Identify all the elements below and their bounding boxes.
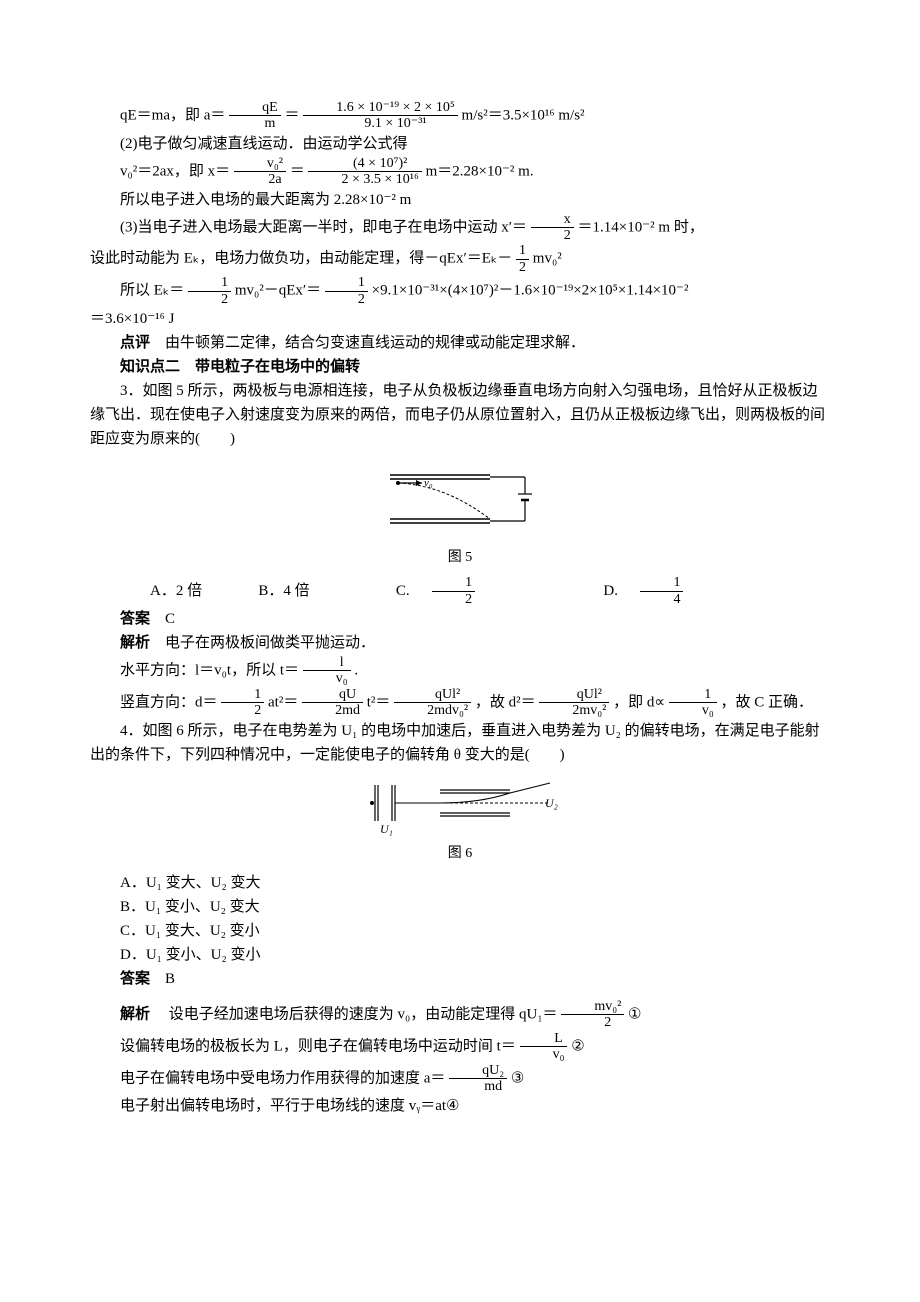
solution-block: qE＝ma，即 a＝ qEm ＝ 1.6 × 10⁻¹⁹ × 2 × 10⁵9.… bbox=[90, 100, 830, 355]
text: mv₀² bbox=[533, 251, 562, 267]
text: ＝ bbox=[284, 107, 299, 123]
text-line: ＝3.6×10⁻¹⁶ J bbox=[90, 307, 830, 331]
q3-explanation-3: 竖直方向：d＝ 12 at²＝ qU2md t²＝ qUl²2mdv₀² ，故 … bbox=[90, 687, 830, 719]
q4-explanation-3: 电子在偏转电场中受电场力作用获得的加速度 a＝ qU₂md ③ bbox=[90, 1063, 830, 1095]
fraction: qUl²2mdv₀² bbox=[394, 687, 471, 719]
text: at²＝ bbox=[268, 694, 298, 710]
question-3: 3．如图 5 所示，两极板与电源相连接，电子从负极板边缘垂直电场方向射入匀强电场… bbox=[90, 379, 830, 719]
eq-line-3: v₀²＝2ax，即 x＝ v₀²2a ＝ (4 × 10⁷)²2 × 3.5 ×… bbox=[90, 156, 830, 188]
text: 所以 Eₖ＝ bbox=[120, 282, 184, 298]
question-4: 4．如图 6 所示，电子在电势差为 U₁ 的电场中加速后，垂直进入电势差为 U₂… bbox=[90, 719, 830, 1119]
text: . bbox=[354, 662, 358, 678]
answer-label: 答案 bbox=[120, 611, 150, 627]
text: ，故 C 正确． bbox=[720, 694, 813, 710]
text: v₀²＝2ax，即 x＝ bbox=[120, 163, 230, 179]
text: ，故 d²＝ bbox=[475, 694, 536, 710]
fraction: 12 bbox=[325, 275, 368, 307]
eq-line-7: 所以 Eₖ＝ 12 mv₀²－qEx′＝ 12 ×9.1×10⁻³¹×(4×10… bbox=[90, 275, 830, 307]
option-a: A．2 倍 bbox=[120, 579, 202, 603]
fraction: Lv₀ bbox=[520, 1031, 568, 1063]
option-c: C．U₁ 变大、U₂ 变小 bbox=[90, 919, 830, 943]
explanation-label: 解析 bbox=[120, 1006, 150, 1022]
text-line: (2)电子做匀减速直线运动．由运动学公式得 bbox=[90, 132, 830, 156]
fraction: qU2md bbox=[302, 687, 363, 719]
q4-answer: 答案 B bbox=[90, 967, 830, 991]
text: m/s²＝3.5×10¹⁶ m/s² bbox=[462, 107, 585, 123]
text: ③ bbox=[511, 1070, 524, 1086]
eq-line-1: qE＝ma，即 a＝ qEm ＝ 1.6 × 10⁻¹⁹ × 2 × 10⁵9.… bbox=[90, 100, 830, 132]
option-b: B．U₁ 变小、U₂ 变大 bbox=[90, 895, 830, 919]
option-b: B．4 倍 bbox=[228, 579, 309, 603]
figure-6-label: 图 6 bbox=[90, 843, 830, 865]
q4-text: 4．如图 6 所示，电子在电势差为 U₁ 的电场中加速后，垂直进入电势差为 U₂… bbox=[90, 719, 830, 767]
text: m＝2.28×10⁻² m. bbox=[426, 163, 534, 179]
option-a: A．U₁ 变大、U₂ 变大 bbox=[90, 871, 830, 895]
answer-text: B bbox=[150, 971, 175, 987]
q3-answer: 答案 C bbox=[90, 607, 830, 631]
text: 电子在偏转电场中受电场力作用获得的加速度 a＝ bbox=[120, 1070, 445, 1086]
comment-line: 点评 由牛顿第二定律，结合匀变速直线运动的规律或动能定理求解． bbox=[90, 331, 830, 355]
text-line: 所以电子进入电场的最大距离为 2.28×10⁻² m bbox=[90, 188, 830, 212]
explanation-text: 电子在两极板间做类平抛运动． bbox=[150, 635, 375, 651]
option-d: D.14 bbox=[543, 575, 725, 607]
q4-explanation-2: 设偏转电场的极板长为 L，则电子在偏转电场中运动时间 t＝ Lv₀ ② bbox=[90, 1031, 830, 1063]
fraction: 1.6 × 10⁻¹⁹ × 2 × 10⁵9.1 × 10⁻³¹ bbox=[303, 100, 458, 132]
answer-label: 答案 bbox=[120, 971, 150, 987]
option-d: D．U₁ 变小、U₂ 变小 bbox=[90, 943, 830, 967]
fraction: 12 bbox=[221, 687, 264, 719]
comment-label: 点评 bbox=[120, 335, 150, 351]
text: 设偏转电场的极板长为 L，则电子在偏转电场中运动时间 t＝ bbox=[120, 1038, 516, 1054]
figure-6-svg: U₁ U₂ bbox=[350, 773, 570, 843]
option-c: C.12 bbox=[336, 575, 517, 607]
text: ＝ bbox=[290, 163, 305, 179]
text: ② bbox=[571, 1038, 584, 1054]
fraction: qEm bbox=[229, 100, 281, 132]
figure-5-label: 图 5 bbox=[90, 547, 830, 569]
u2-label: U₂ bbox=[545, 796, 558, 810]
text: qE＝ma，即 a＝ bbox=[120, 107, 225, 123]
figure-5: v₀ 图 5 bbox=[90, 457, 830, 569]
text: 竖直方向：d＝ bbox=[120, 694, 218, 710]
fraction: qUl²2mv₀² bbox=[539, 687, 609, 719]
figure-6: U₁ U₂ 图 6 bbox=[90, 773, 830, 865]
q4-explanation-4: 电子射出偏转电场时，平行于电场线的速度 vᵧ＝at④ bbox=[90, 1094, 830, 1118]
text: mv₀²－qEx′＝ bbox=[235, 282, 321, 298]
fraction: lv₀ bbox=[303, 655, 351, 687]
u1-label: U₁ bbox=[380, 822, 393, 836]
fraction: (4 × 10⁷)²2 × 3.5 × 10¹⁶ bbox=[308, 156, 421, 188]
text: ×9.1×10⁻³¹×(4×10⁷)²－1.6×10⁻¹⁹×2×10⁵×1.14… bbox=[372, 282, 689, 298]
text: 设电子经加速电场后获得的速度为 v₀，由动能定理得 qU₁＝ bbox=[154, 1006, 558, 1022]
fraction: 12 bbox=[516, 243, 529, 275]
fraction: v₀²2a bbox=[234, 156, 286, 188]
fraction: mv₀²2 bbox=[561, 999, 624, 1031]
fraction: x2 bbox=[531, 212, 574, 244]
text: t²＝ bbox=[367, 694, 391, 710]
answer-text: C bbox=[150, 611, 175, 627]
q4-explanation-1: 解析 设电子经加速电场后获得的速度为 v₀，由动能定理得 qU₁＝ mv₀²2 … bbox=[90, 999, 830, 1031]
q3-text: 3．如图 5 所示，两极板与电源相连接，电子从负极板边缘垂直电场方向射入匀强电场… bbox=[90, 379, 830, 451]
text: ① bbox=[628, 1006, 641, 1022]
explanation-label: 解析 bbox=[120, 635, 150, 651]
fraction: qU₂md bbox=[449, 1063, 507, 1095]
comment-text: 由牛顿第二定律，结合匀变速直线运动的规律或动能定理求解． bbox=[150, 335, 585, 351]
q3-explanation-2: 水平方向：l＝v₀t，所以 t＝ lv₀ . bbox=[90, 655, 830, 687]
eq-line-6: 设此时动能为 Eₖ，电场力做负功，由动能定理，得－qEx′＝Eₖ－ 12 mv₀… bbox=[90, 243, 830, 275]
section-heading: 知识点二 带电粒子在电场中的偏转 bbox=[90, 355, 830, 379]
fraction: 1v₀ bbox=[669, 687, 717, 719]
q3-options: A．2 倍 B．4 倍 C.12 D.14 bbox=[90, 575, 830, 607]
text: (3)当电子进入电场最大距离一半时，即电子在电场中运动 x′＝ bbox=[120, 219, 527, 235]
fraction: 12 bbox=[188, 275, 231, 307]
q3-explanation-1: 解析 电子在两极板间做类平抛运动． bbox=[90, 631, 830, 655]
text: 设此时动能为 Eₖ，电场力做负功，由动能定理，得－qEx′＝Eₖ－ bbox=[90, 251, 512, 267]
figure-5-svg: v₀ bbox=[370, 457, 550, 547]
text: ，即 d∝ bbox=[613, 694, 665, 710]
text: ＝1.14×10⁻² m 时， bbox=[578, 219, 704, 235]
eq-line-5: (3)当电子进入电场最大距离一半时，即电子在电场中运动 x′＝ x2 ＝1.14… bbox=[90, 212, 830, 244]
text: 水平方向：l＝v₀t，所以 t＝ bbox=[120, 662, 299, 678]
